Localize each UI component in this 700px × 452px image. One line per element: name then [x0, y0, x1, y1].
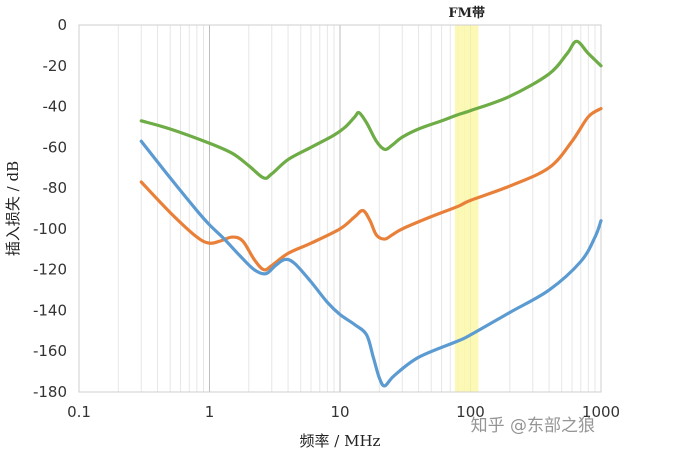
- x-tick-label: 1: [205, 403, 215, 421]
- x-axis-label: 频率 / MHz: [300, 432, 381, 450]
- y-tick-label: -60: [43, 138, 68, 156]
- watermark-text: 知乎 @东部之狼: [471, 416, 595, 436]
- x-tick-label: 0.1: [67, 403, 91, 421]
- y-tick-label: -40: [43, 98, 68, 116]
- series-line-1: [139, 39, 603, 180]
- y-tick-label: -140: [33, 301, 67, 319]
- y-tick-label: 0: [57, 16, 67, 34]
- fm-band-label: FM带: [448, 5, 485, 21]
- y-tick-label: -20: [43, 57, 68, 75]
- x-tick-label: 10: [330, 403, 349, 421]
- y-axis-label: 插入损失 / dB: [4, 161, 22, 256]
- x-tick-label: 1000: [582, 403, 620, 421]
- y-tick-label: -100: [33, 220, 67, 238]
- x-tick-label: 100: [456, 403, 485, 421]
- series-line-3: [139, 139, 603, 388]
- y-tick-label: -180: [33, 383, 67, 401]
- y-tick-label: -120: [33, 261, 67, 279]
- plot-border: [78, 24, 602, 393]
- fm-band: [454, 25, 479, 392]
- y-tick-label: -160: [33, 342, 67, 360]
- y-tick-label: -80: [43, 179, 68, 197]
